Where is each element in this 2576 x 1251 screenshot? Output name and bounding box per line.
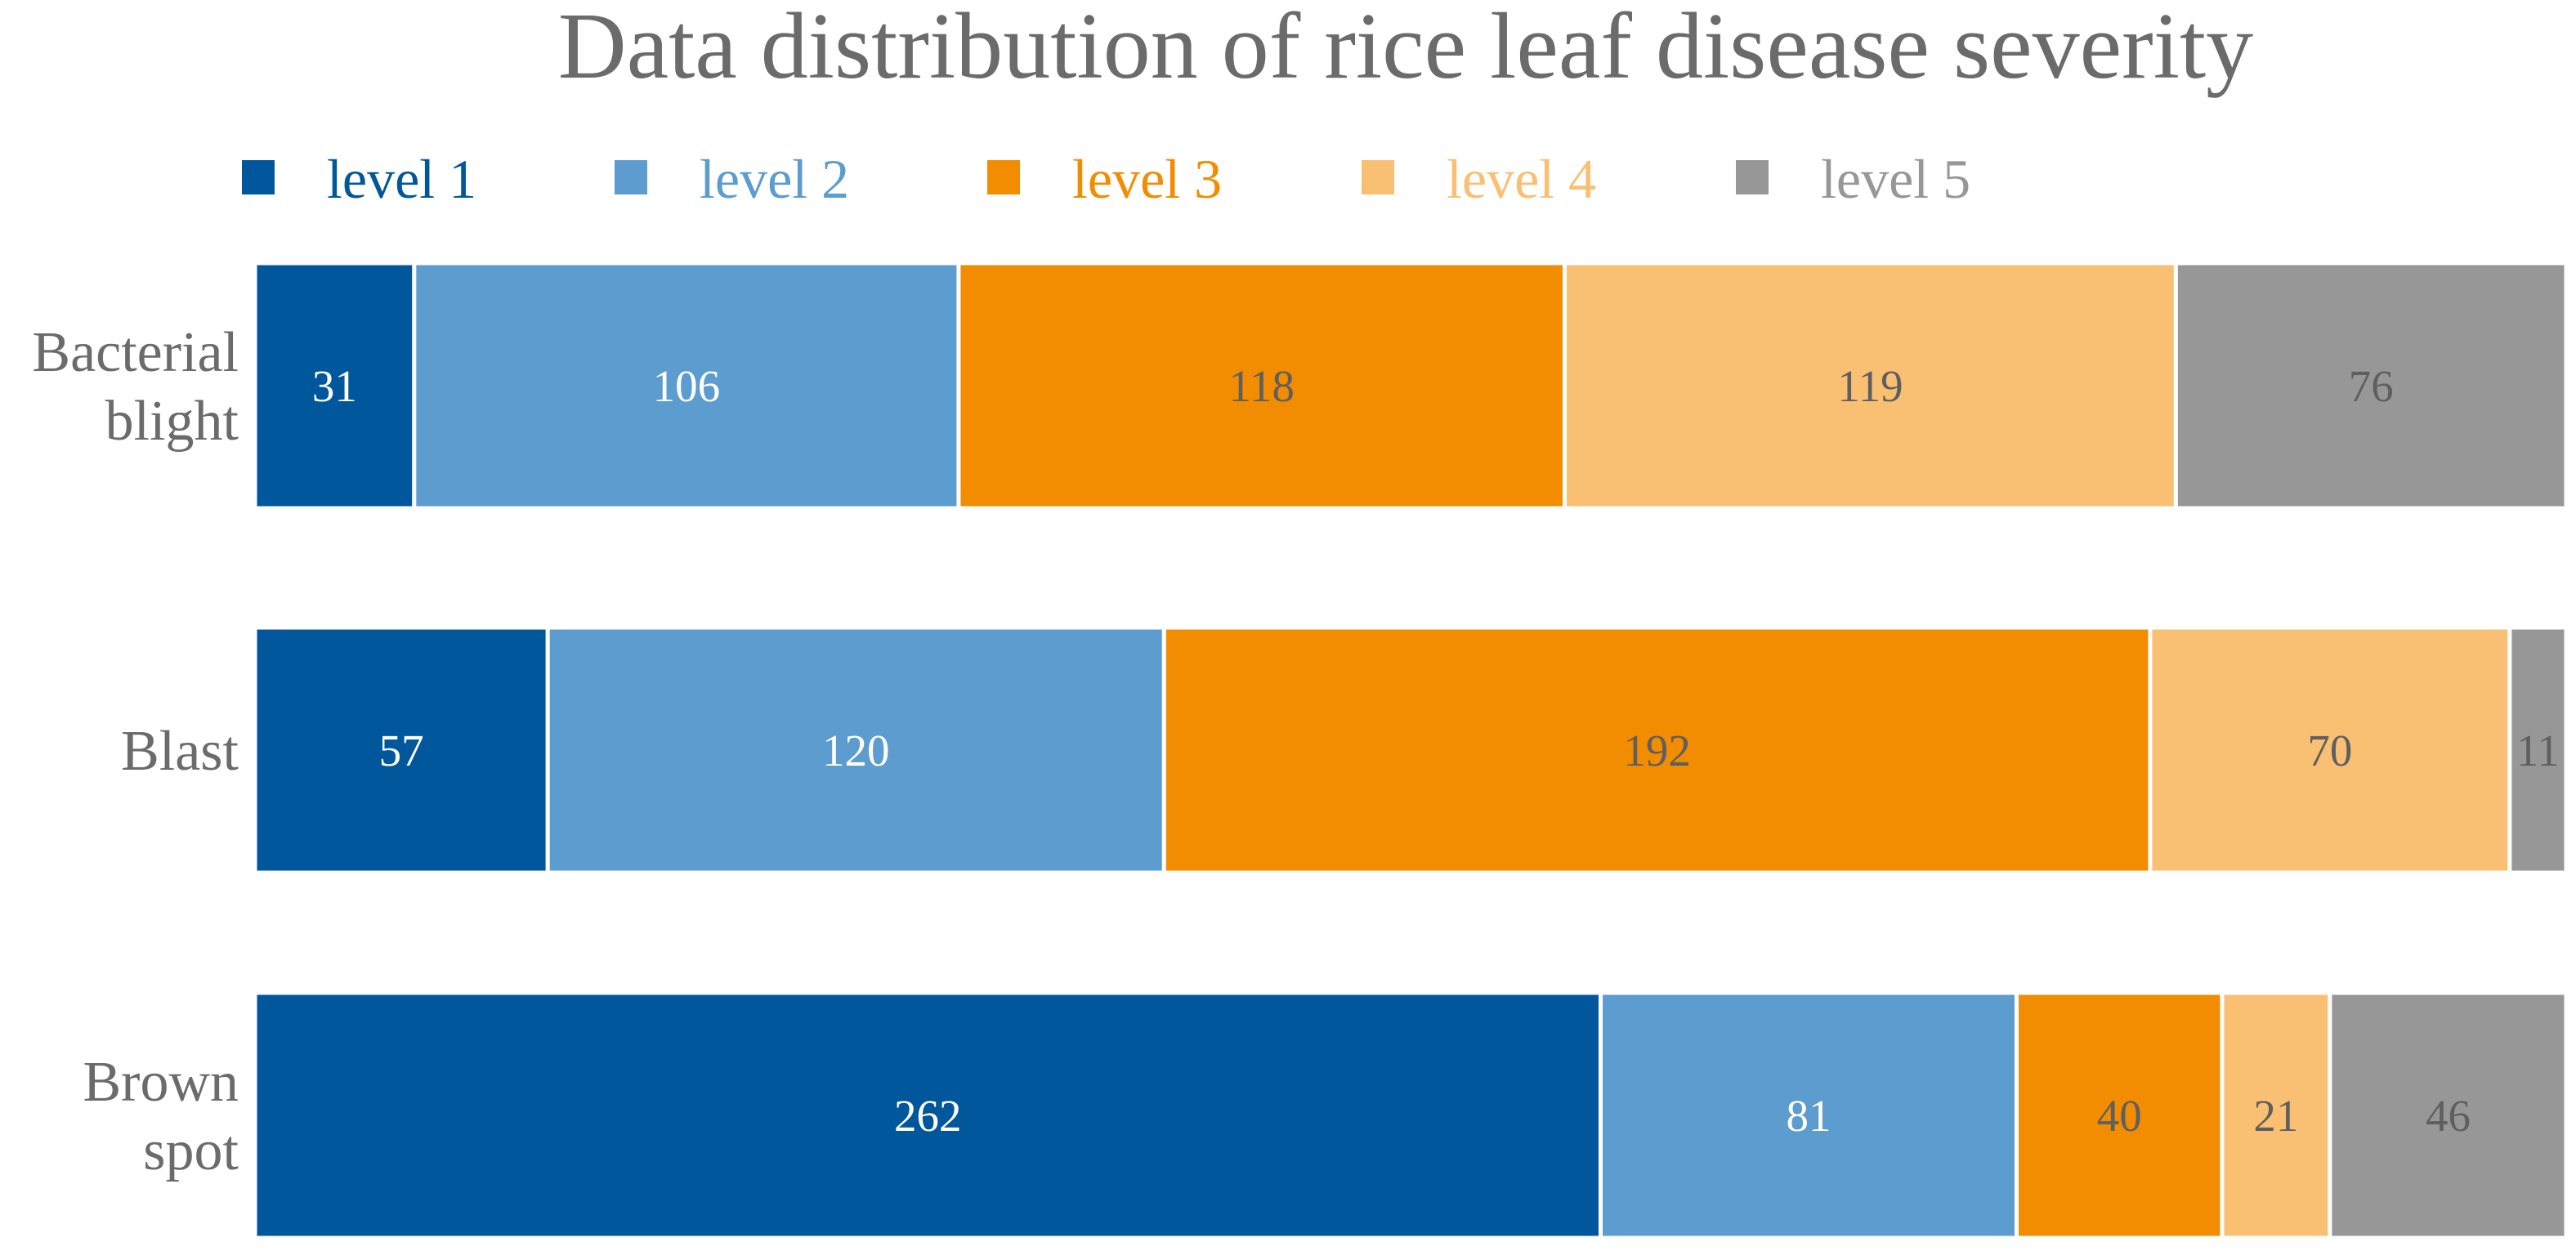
bar-value-label: 46 (2426, 1091, 2471, 1141)
legend-label: level 4 (1447, 148, 1596, 210)
legend-swatch (615, 160, 647, 194)
bar-segment-blast-level-4 (2148, 625, 2512, 875)
bar-value-label: 81 (1787, 1091, 1831, 1141)
bar-value-label: 57 (379, 726, 424, 775)
legend-label: level 2 (700, 148, 849, 210)
legend: level 1 level 2 level 3 level 4 level 5 (242, 148, 1970, 210)
bar-segment-brown-spot-level-4 (2220, 990, 2332, 1240)
bar-segment-brown-spot-level-2 (1599, 990, 2019, 1240)
legend-swatch (242, 160, 275, 194)
legend-item-level-1: level 1 (242, 148, 476, 210)
bars (253, 261, 2569, 1240)
bar-value-label: 31 (312, 361, 357, 411)
bar-value-label: 106 (653, 361, 721, 411)
bar-segment-blast-level-2 (545, 625, 1166, 875)
bar-value-label: 119 (1837, 361, 1903, 411)
bar-value-label: 40 (2097, 1091, 2142, 1141)
bar-value-label: 192 (1623, 726, 1691, 775)
category-label-blast: Blast (121, 720, 239, 783)
legend-item-level-4: level 4 (1362, 148, 1596, 210)
bar-segment-blast-level-1 (253, 625, 550, 875)
bar-segment-blast-level-5 (2507, 625, 2569, 875)
legend-swatch (1362, 160, 1394, 194)
legend-label: level 5 (1821, 148, 1970, 210)
bar-segment-bacterial-blight-level-3 (956, 261, 1568, 511)
bar-segment-bacterial-blight-level-1 (253, 261, 417, 511)
legend-item-level-3: level 3 (987, 148, 1222, 210)
chart-title: Data distribution of rice leaf disease s… (558, 0, 2253, 99)
bar-segment-bacterial-blight-level-5 (2173, 261, 2569, 511)
bar-value-label: 118 (1229, 361, 1295, 411)
legend-swatch (1736, 160, 1769, 194)
bar-value-label: 120 (822, 726, 890, 775)
bar-labels: 31 106 118 119 76 57 120 192 70 11 262 81 40 21 46 (312, 361, 2560, 1141)
bar-segment-bacterial-blight-level-4 (1563, 261, 2178, 511)
bar-value-label: 70 (2307, 726, 2352, 775)
legend-item-level-5: level 5 (1736, 148, 1970, 210)
bar-segment-brown-spot-level-3 (2015, 990, 2225, 1240)
bar-value-label: 21 (2253, 1091, 2298, 1141)
category-labels: Bacterial blight Blast Brown spot (32, 321, 239, 1182)
bar-segment-brown-spot-level-5 (2328, 990, 2569, 1240)
bar-segment-bacterial-blight-level-2 (412, 261, 961, 511)
category-label-bacterial-blight: Bacterial blight (32, 321, 239, 453)
bar-segment-blast-level-3 (1161, 625, 2153, 875)
category-label-brown-spot: Brown spot (83, 1051, 239, 1182)
bar-value-label: 262 (894, 1091, 962, 1141)
bar-value-label: 11 (2516, 726, 2560, 775)
legend-label: level 3 (1072, 148, 1222, 210)
legend-item-level-2: level 2 (615, 148, 849, 210)
bar-value-label: 76 (2349, 361, 2394, 411)
legend-swatch (987, 160, 1020, 194)
legend-label: level 1 (327, 148, 476, 210)
